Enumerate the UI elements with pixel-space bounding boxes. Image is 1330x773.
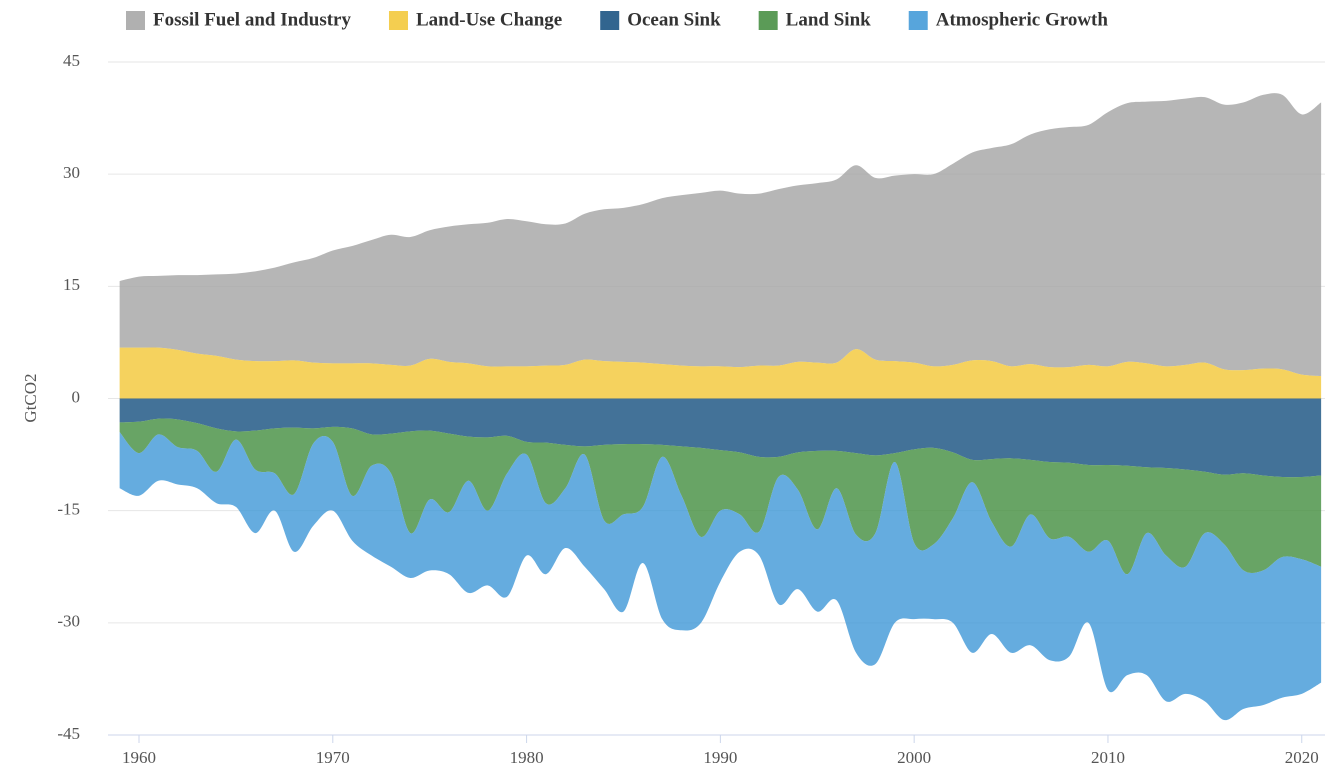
legend-swatch [758,11,778,30]
legend-label: Ocean Sink [627,9,721,30]
y-tick-label: 45 [63,51,80,70]
area [119,418,1322,575]
x-tick-label: 1990 [703,748,737,767]
x-tick-label: 2010 [1091,748,1125,767]
area [119,347,1322,399]
legend-label: Atmospheric Growth [936,9,1109,30]
y-axis-title: GtCO2 [21,373,40,422]
legend-swatch [388,11,408,30]
x-tick-label: 1980 [510,748,544,767]
x-tick-label: 2000 [897,748,931,767]
area [119,432,1322,721]
area [119,398,1322,478]
y-tick-label: -45 [57,724,80,743]
x-tick-label: 2020 [1285,748,1319,767]
legend-label: Land Sink [786,9,871,30]
legend-label: Fossil Fuel and Industry [153,9,351,30]
x-tick-label: 1970 [316,748,350,767]
y-tick-label: 0 [72,387,81,406]
y-tick-label: -30 [57,612,80,631]
legend-swatch [126,11,145,30]
x-tick-label: 1960 [122,748,156,767]
legend-label: Land-Use Change [416,9,562,30]
y-tick-label: 15 [63,275,80,294]
area [119,93,1322,377]
y-tick-label: 30 [63,163,80,182]
y-tick-label: -15 [57,500,80,519]
legend-swatch [600,11,620,30]
legend-swatch [908,11,928,30]
